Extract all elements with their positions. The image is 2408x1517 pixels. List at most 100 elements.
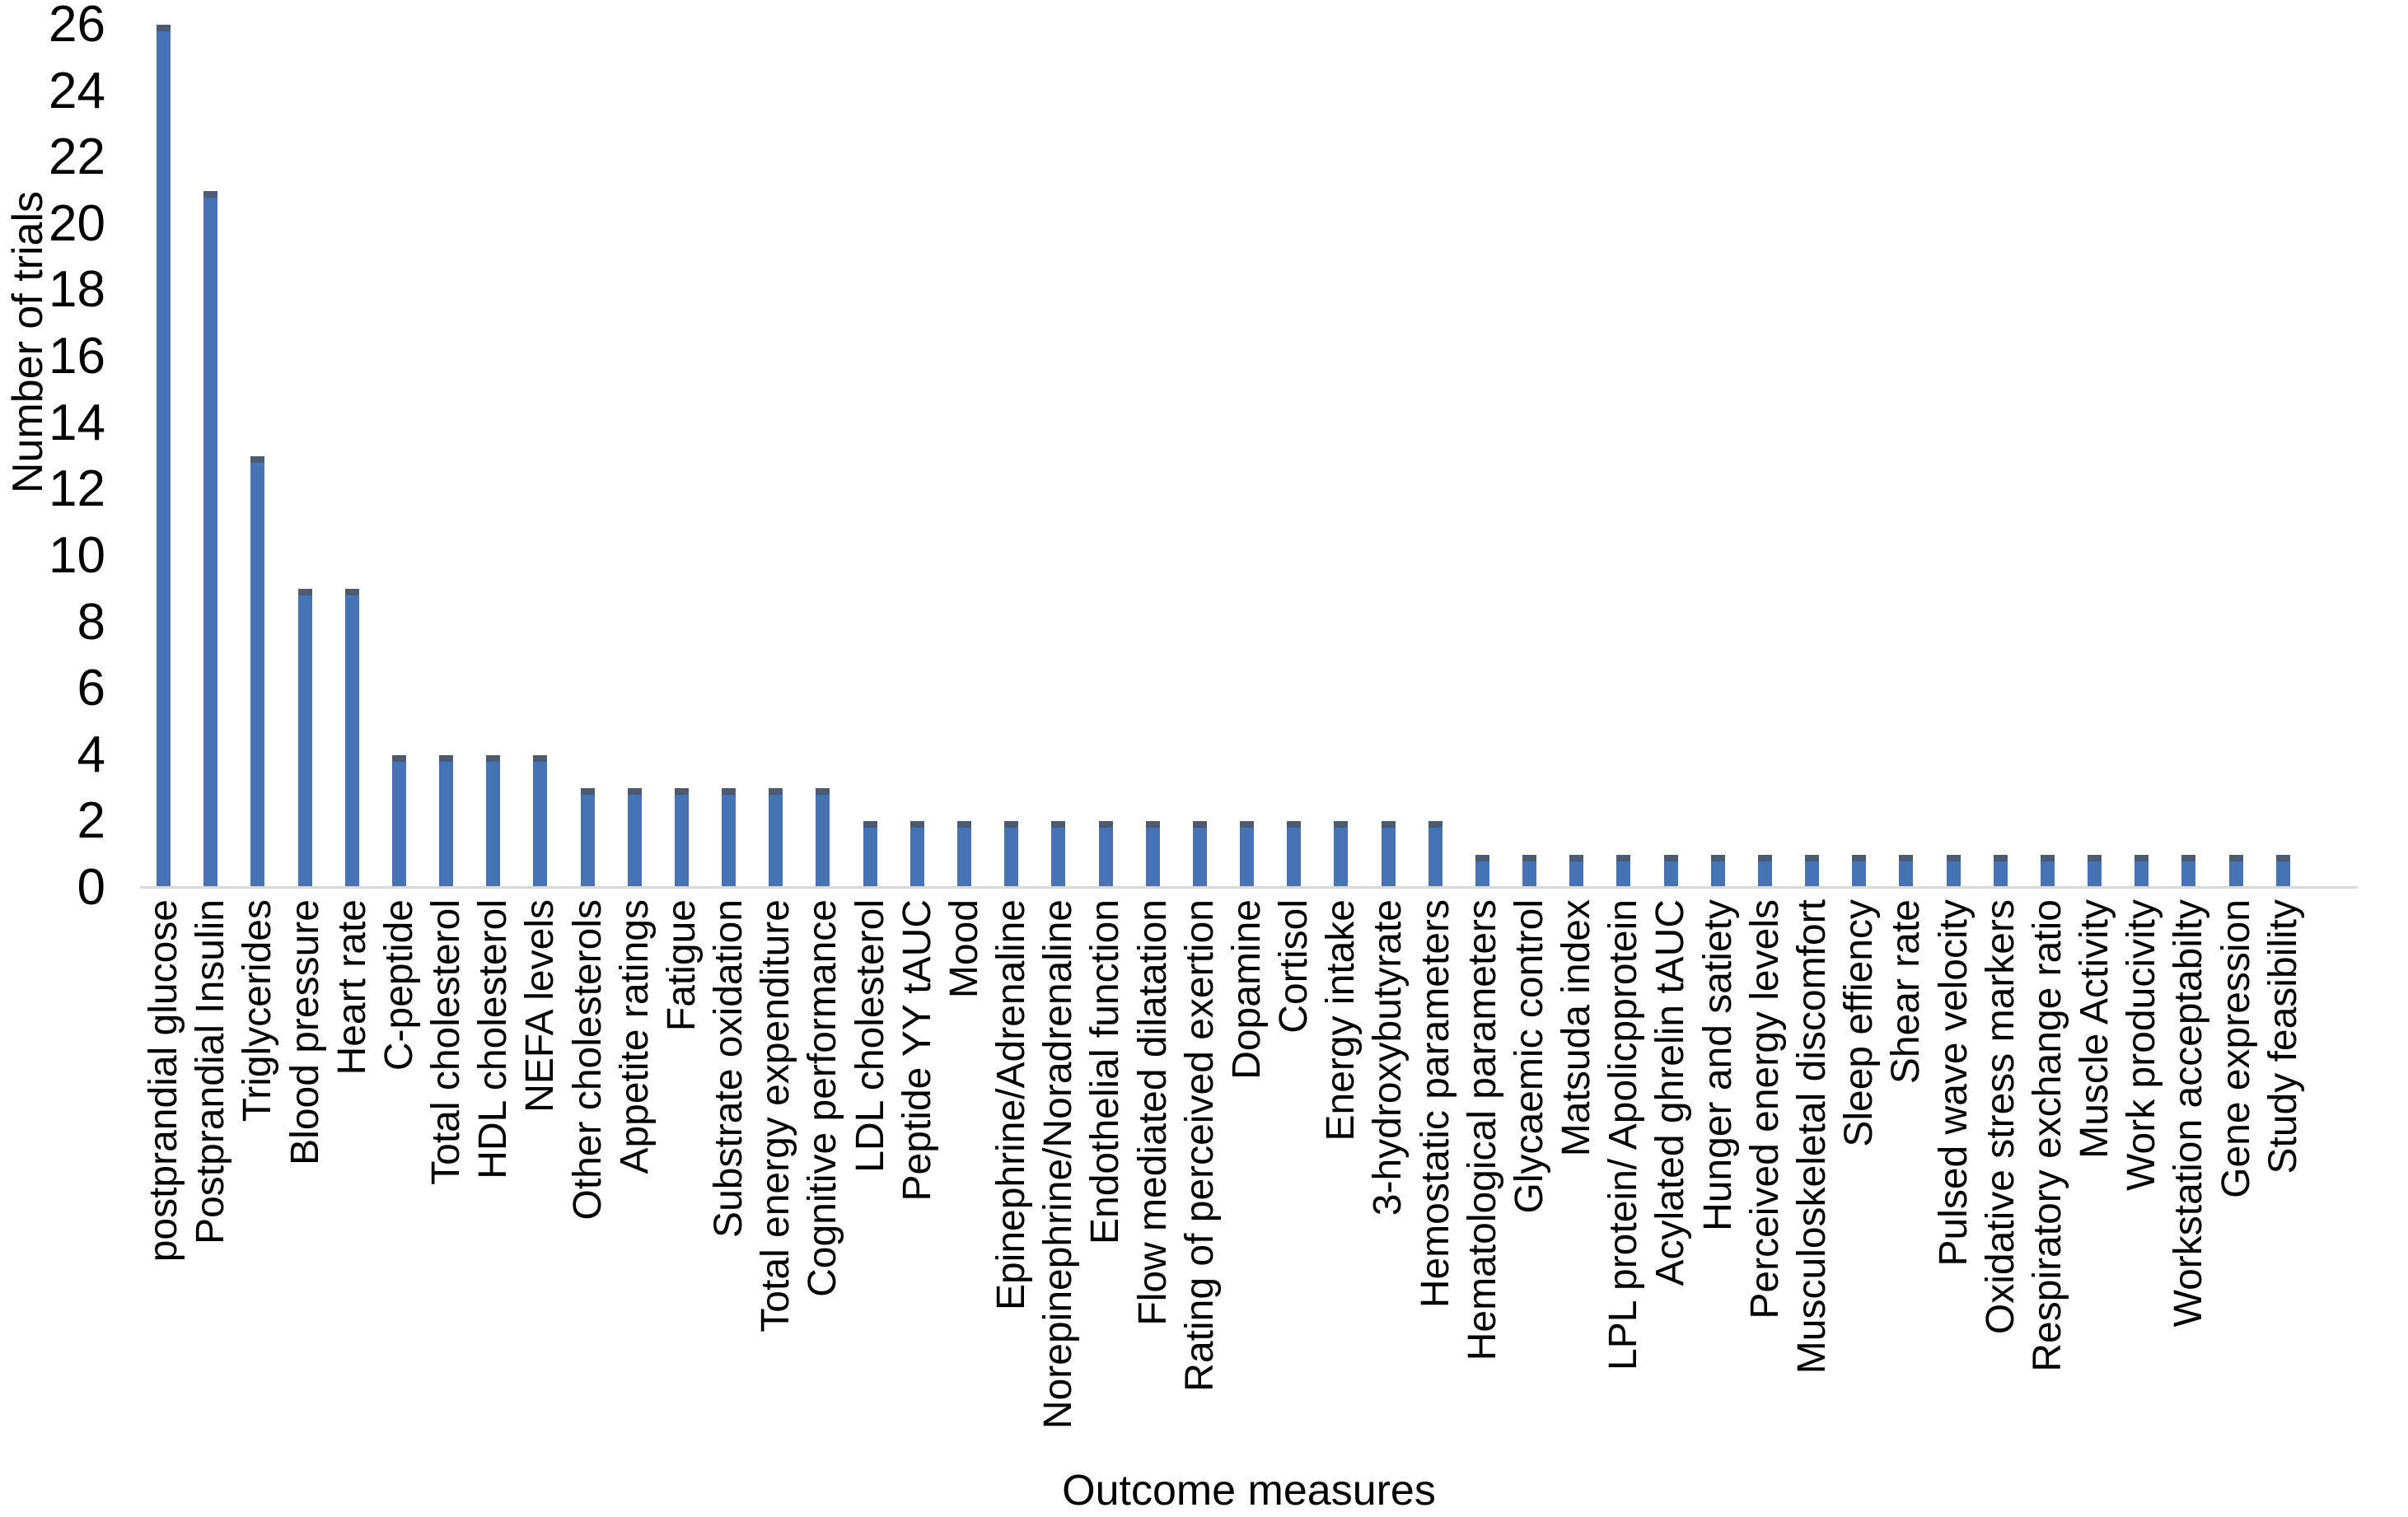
bar bbox=[2275, 855, 2290, 888]
bar-slot bbox=[470, 25, 517, 888]
bar bbox=[1569, 855, 1584, 888]
x-label-cell: LDL cholesterol bbox=[847, 899, 894, 1476]
x-tick-label: Postprandial Insulin bbox=[189, 899, 233, 1244]
bar-slot bbox=[423, 25, 470, 888]
x-label-cell: Shear rate bbox=[1882, 899, 1929, 1476]
x-axis-title: Outcome measures bbox=[1062, 1467, 1436, 1515]
x-tick-label: Musculoskeletal discomfort bbox=[1790, 899, 1834, 1375]
x-label-cell: Endothelial function bbox=[1082, 899, 1129, 1476]
bar bbox=[2228, 855, 2243, 888]
bar bbox=[391, 755, 406, 888]
x-tick-label: Pulsed wave velocity bbox=[1931, 899, 1975, 1267]
x-tick-label: Norepinephrine/Noradrenaline bbox=[1036, 899, 1081, 1430]
x-tick-label: Heart rate bbox=[330, 899, 374, 1076]
bar-slot bbox=[1364, 25, 1411, 888]
x-tick-label: Hematological parameters bbox=[1460, 899, 1504, 1361]
x-label-cell: Fatigue bbox=[658, 899, 705, 1476]
bar-slot bbox=[234, 25, 281, 888]
x-label-cell: Matsuda index bbox=[1553, 899, 1600, 1476]
bar-slot bbox=[1223, 25, 1270, 888]
bar bbox=[297, 589, 312, 888]
bar bbox=[1004, 821, 1019, 888]
bar bbox=[344, 589, 359, 888]
x-label-cell: Work producivity bbox=[2118, 899, 2165, 1476]
x-tick-label: Mood bbox=[942, 899, 986, 999]
bar bbox=[957, 821, 971, 888]
x-label-cell: Study feasibility bbox=[2260, 899, 2307, 1476]
x-tick-label: Total cholesterol bbox=[424, 899, 469, 1185]
bar-slot bbox=[1412, 25, 1459, 888]
y-tick-label: 24 bbox=[49, 62, 105, 119]
bar bbox=[627, 788, 642, 888]
x-tick-label: Shear rate bbox=[1884, 899, 1929, 1085]
bar-slot bbox=[1835, 25, 1882, 888]
y-tick-label: 4 bbox=[77, 726, 105, 783]
bar bbox=[1192, 821, 1207, 888]
x-tick-label: Hunger and satiety bbox=[1695, 899, 1740, 1231]
x-tick-label: Endothelial function bbox=[1083, 899, 1128, 1244]
bar bbox=[1899, 855, 1914, 888]
bar-slot bbox=[1648, 25, 1695, 888]
bar bbox=[1805, 855, 1820, 888]
bar bbox=[1475, 855, 1489, 888]
bar bbox=[486, 755, 501, 888]
x-tick-label: Substrate oxidation bbox=[707, 899, 751, 1238]
bar-slot bbox=[564, 25, 611, 888]
x-tick-label: Glycaemic control bbox=[1507, 899, 1551, 1214]
bar bbox=[1663, 855, 1678, 888]
x-label-cell: Perceived energy levels bbox=[1742, 899, 1788, 1476]
bar bbox=[863, 821, 877, 888]
x-label-cell: Hemostatic parameters bbox=[1412, 899, 1459, 1476]
x-label-cell: Heart rate bbox=[329, 899, 376, 1476]
x-tick-label: Sleep effiency bbox=[1837, 899, 1882, 1147]
bar bbox=[203, 191, 218, 888]
bar-slot bbox=[1788, 25, 1835, 888]
x-label-cell: Muscle Activity bbox=[2071, 899, 2118, 1476]
bar bbox=[769, 788, 783, 888]
x-tick-label: Triglycerides bbox=[236, 899, 280, 1123]
x-label-cell: postprandial glucose bbox=[140, 899, 187, 1476]
x-tick-label: Gene expression bbox=[2214, 899, 2258, 1198]
y-tick-label: 12 bbox=[49, 460, 105, 518]
bar bbox=[580, 788, 595, 888]
x-label-cell: Sleep effiency bbox=[1835, 899, 1882, 1476]
bar-slot bbox=[517, 25, 563, 888]
bar bbox=[2181, 855, 2196, 888]
bar-slot bbox=[1506, 25, 1553, 888]
bar-slot bbox=[1977, 25, 2024, 888]
bar-slot bbox=[799, 25, 846, 888]
y-axis-ticks: 0 2 4 6 8 10 12 14 16 18 20 22 24 26 bbox=[0, 0, 110, 988]
x-label-cell: Peptide YY tAUC bbox=[894, 899, 941, 1476]
x-label-cell: 3-hydroxybutyrate bbox=[1364, 899, 1411, 1476]
bar-slot bbox=[2071, 25, 2118, 888]
bar-slot bbox=[1882, 25, 1929, 888]
x-label-cell: Flow mediated dilatation bbox=[1129, 899, 1176, 1476]
x-label-cell: Substrate oxidation bbox=[705, 899, 752, 1476]
x-label-cell: Blood pressure bbox=[282, 899, 329, 1476]
x-axis-line bbox=[140, 886, 2358, 889]
x-tick-label: Flow mediated dilatation bbox=[1130, 899, 1175, 1326]
bar-slot bbox=[187, 25, 234, 888]
bar-slot bbox=[2024, 25, 2071, 888]
x-tick-label: NEFA levels bbox=[518, 899, 563, 1113]
y-tick-label: 0 bbox=[77, 859, 105, 916]
bar-slot bbox=[1176, 25, 1223, 888]
bar-slot bbox=[1742, 25, 1788, 888]
x-tick-label: Appetite ratings bbox=[612, 899, 657, 1174]
x-tick-label: Matsuda index bbox=[1555, 899, 1599, 1157]
bar bbox=[2088, 855, 2102, 888]
x-label-cell: Hematological parameters bbox=[1459, 899, 1506, 1476]
bar-slot bbox=[1930, 25, 1977, 888]
x-label-cell: Energy intake bbox=[1317, 899, 1364, 1476]
bar-slot bbox=[282, 25, 329, 888]
x-tick-label: Muscle Activity bbox=[2073, 899, 2117, 1159]
x-tick-label: 3-hydroxybutyrate bbox=[1366, 899, 1410, 1216]
y-tick-label: 10 bbox=[49, 526, 105, 584]
x-label-cell: Total energy expenditure bbox=[752, 899, 799, 1476]
x-label-cell: Musculoskeletal discomfort bbox=[1788, 899, 1835, 1476]
x-label-cell: HDL cholesterol bbox=[470, 899, 517, 1476]
x-label-cell: LPL protein/ Apolicpprotein bbox=[1600, 899, 1647, 1476]
bar bbox=[1757, 855, 1772, 888]
bar-slot bbox=[894, 25, 941, 888]
bar-slot bbox=[2118, 25, 2165, 888]
